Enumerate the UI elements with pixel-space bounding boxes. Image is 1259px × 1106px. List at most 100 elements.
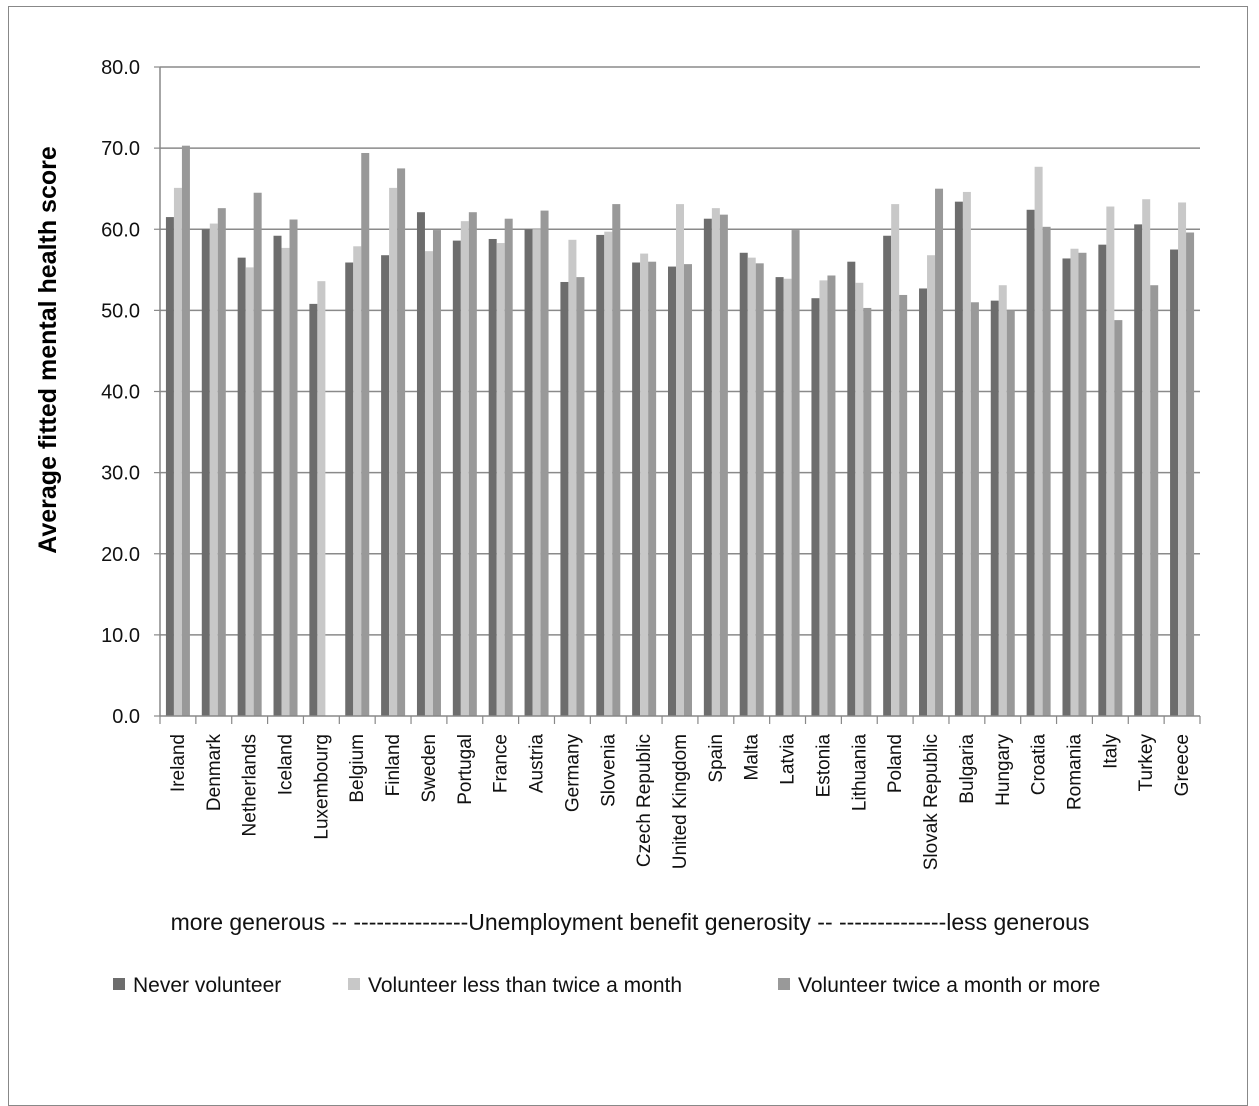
bar xyxy=(165,217,174,717)
bar xyxy=(891,204,900,716)
x-tick-label: Hungary xyxy=(993,734,1014,806)
legend-label: Volunteer twice a month or more xyxy=(798,974,1100,997)
x-tick-label: Iceland xyxy=(276,734,297,795)
bar xyxy=(460,221,469,716)
x-tick-label: Germany xyxy=(562,734,583,813)
bar xyxy=(532,229,541,716)
x-tick-label: Ireland xyxy=(168,734,189,792)
x-tick-label: Luxembourg xyxy=(311,734,332,840)
bar xyxy=(1186,232,1195,716)
legend-label: Volunteer less than twice a month xyxy=(368,974,682,997)
bar xyxy=(604,231,613,716)
bar xyxy=(1042,226,1051,716)
y-axis-title: Average fitted mental health score xyxy=(34,146,62,554)
bar xyxy=(289,219,298,716)
y-tick-labels: 0.0 10.0 20.0 30.0 40.0 50.0 60.0 70.0 80.0 xyxy=(101,57,160,728)
bar xyxy=(612,204,621,716)
bar xyxy=(353,246,362,716)
legend-swatch xyxy=(778,978,790,990)
legend: Never volunteer Volunteer less than twice… xyxy=(113,974,1100,997)
bar xyxy=(540,210,549,716)
bar xyxy=(173,187,182,717)
bar xyxy=(1034,166,1043,716)
bar-chart: 0.0 10.0 20.0 30.0 40.0 50.0 60.0 70.0 80.0 Irel… xyxy=(34,57,1201,997)
x-tick-label: Estonia xyxy=(813,734,834,798)
bar xyxy=(309,303,318,716)
bar xyxy=(739,252,748,716)
bar xyxy=(253,192,262,716)
bar xyxy=(576,277,585,716)
bar xyxy=(935,188,944,716)
bar xyxy=(1026,209,1035,716)
x-tick-label: Greece xyxy=(1172,734,1193,796)
bar xyxy=(1142,199,1151,716)
bar xyxy=(504,218,513,717)
bar xyxy=(711,208,720,716)
bar xyxy=(791,230,800,716)
bar xyxy=(632,262,641,716)
bar xyxy=(209,223,218,717)
bar xyxy=(389,187,398,717)
bar xyxy=(281,247,290,716)
x-tick-label: Portugal xyxy=(455,734,476,805)
bar xyxy=(962,191,971,716)
x-tick-label: Sweden xyxy=(419,734,440,803)
bar xyxy=(855,282,864,716)
y-tick-label: 20.0 xyxy=(101,544,140,566)
bar xyxy=(452,240,461,717)
y-tick-label: 0.0 xyxy=(112,706,140,728)
bar xyxy=(1106,206,1115,716)
bar xyxy=(1178,202,1187,716)
bar xyxy=(237,257,246,716)
x-tick-label: Austria xyxy=(527,734,548,794)
bar xyxy=(668,266,676,716)
bar xyxy=(1006,310,1015,716)
bar xyxy=(596,234,605,716)
bar xyxy=(397,168,406,716)
bar xyxy=(568,239,577,716)
bar xyxy=(416,212,425,716)
y-tick-label: 60.0 xyxy=(101,219,140,241)
bar xyxy=(1150,285,1159,716)
x-tick-label: Malta xyxy=(742,734,763,781)
x-tick-label: Bulgaria xyxy=(957,734,978,804)
x-tick-label: United Kingdom xyxy=(670,734,691,869)
bar xyxy=(1070,248,1079,716)
x-tick-label: Belgium xyxy=(347,734,368,803)
x-tick-label: Turkey xyxy=(1136,734,1157,792)
x-tick-label: Czech Republic xyxy=(634,734,655,867)
bar xyxy=(719,214,728,716)
bars xyxy=(165,145,1195,717)
bar xyxy=(684,264,692,716)
bar xyxy=(424,251,433,716)
x-tick-label: Slovenia xyxy=(598,734,619,807)
x-tick-label: Lithuania xyxy=(849,734,870,812)
bar xyxy=(998,285,1007,716)
x-tick-label: Netherlands xyxy=(240,734,261,836)
bar xyxy=(1114,320,1123,716)
bar xyxy=(676,204,684,716)
x-tick-label: Spain xyxy=(706,734,727,783)
bar xyxy=(899,294,908,716)
bar xyxy=(181,145,190,716)
y-tick-label: 50.0 xyxy=(101,300,140,322)
y-tick-label: 70.0 xyxy=(101,138,140,160)
bar xyxy=(1078,252,1087,716)
bar xyxy=(201,229,210,716)
x-tick-label: Croatia xyxy=(1029,734,1050,796)
bar xyxy=(811,298,820,716)
x-tick-label: Romania xyxy=(1064,734,1085,810)
bar xyxy=(847,261,856,716)
y-tick-label: 80.0 xyxy=(101,57,140,79)
y-tick-label: 30.0 xyxy=(101,463,140,485)
bar xyxy=(919,288,928,716)
bar xyxy=(819,280,828,716)
bar xyxy=(954,201,963,717)
bar xyxy=(273,235,282,717)
bar xyxy=(217,208,226,716)
bar xyxy=(827,275,836,716)
x-tick-label: Poland xyxy=(885,734,906,793)
bar xyxy=(524,229,533,716)
legend-swatch xyxy=(348,978,360,990)
bar xyxy=(970,302,979,716)
